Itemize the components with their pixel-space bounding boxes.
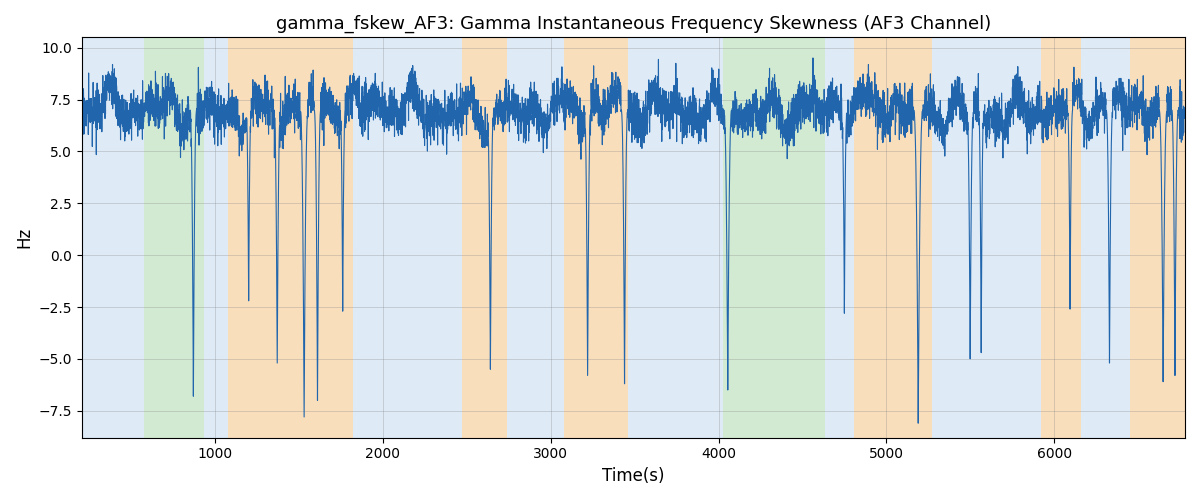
Bar: [1081, 38, 1129, 438]
Title: gamma_fskew_AF3: Gamma Instantaneous Frequency Skewness (AF3 Channel): gamma_fskew_AF3: Gamma Instantaneous Fre…: [276, 15, 991, 34]
Bar: [1040, 38, 1081, 438]
Bar: [722, 38, 826, 438]
Bar: [204, 38, 228, 438]
Bar: [854, 38, 931, 438]
Bar: [353, 38, 398, 438]
Bar: [508, 38, 564, 438]
Bar: [826, 38, 854, 438]
Bar: [564, 38, 628, 438]
Y-axis label: Hz: Hz: [14, 227, 34, 248]
Bar: [398, 38, 462, 438]
X-axis label: Time(s): Time(s): [602, 467, 665, 485]
Bar: [228, 38, 353, 438]
Bar: [82, 38, 144, 438]
Bar: [628, 38, 722, 438]
Bar: [462, 38, 508, 438]
Bar: [931, 38, 1040, 438]
Bar: [144, 38, 204, 438]
Bar: [1129, 38, 1186, 438]
